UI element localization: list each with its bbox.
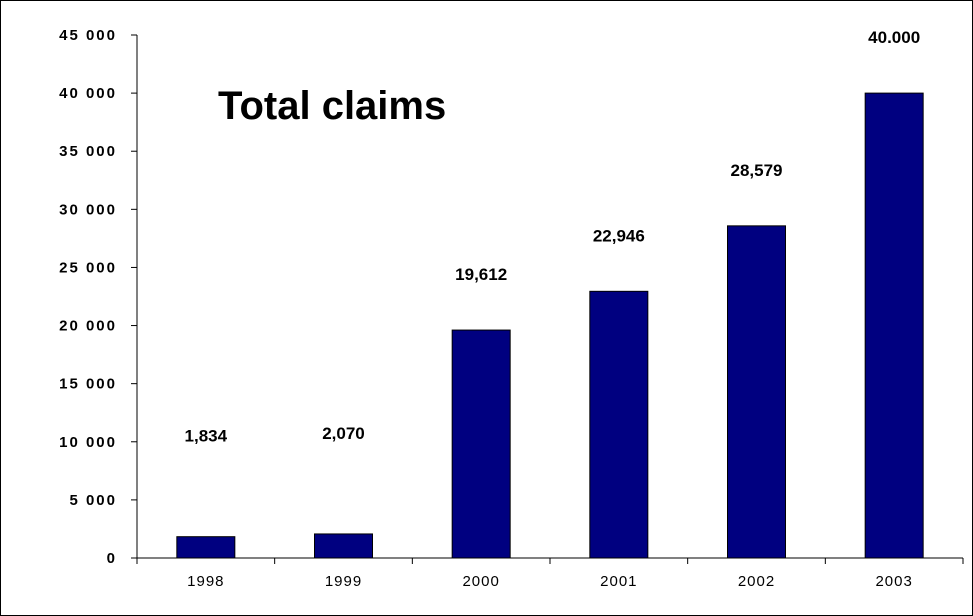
- x-tick-label: 2002: [738, 573, 775, 590]
- bar: [176, 536, 236, 559]
- x-tick-label: 1998: [187, 573, 224, 590]
- chart-title: Total claims: [218, 84, 446, 128]
- x-tick-label: 2003: [875, 573, 912, 590]
- y-tick-label: 5 000: [69, 492, 117, 509]
- data-label: 28,579: [731, 161, 783, 180]
- y-tick-label: 10 000: [59, 434, 117, 451]
- y-tick-label: 40 000: [59, 85, 117, 102]
- y-axis-ticks: 0 5 000 10 000 15 000 20 000 25 000 30 000 35 0…: [59, 27, 137, 567]
- y-tick-label: 35 000: [59, 143, 117, 160]
- x-tick-label: 2001: [600, 573, 637, 590]
- bar: [589, 290, 649, 559]
- data-label: 40.000: [868, 28, 920, 47]
- bar: [314, 533, 373, 559]
- y-tick-label: 0: [107, 550, 117, 567]
- y-tick-label: 30 000: [59, 201, 117, 218]
- bar: [451, 329, 511, 559]
- data-label: 19,612: [455, 265, 507, 284]
- data-label: 1,834: [185, 427, 228, 446]
- data-label: 22,946: [593, 226, 645, 245]
- data-labels: 1,834 2,070 19,612 22,946 28,579 40.000: [185, 28, 921, 446]
- bar: [864, 92, 924, 559]
- y-tick-label: 45 000: [59, 27, 117, 44]
- x-axis-ticks: 1998 1999 2000 2001 2002 2003: [136, 558, 964, 590]
- bar: [727, 225, 786, 559]
- y-tick-label: 25 000: [59, 259, 117, 276]
- data-label: 2,070: [322, 424, 365, 443]
- x-tick-label: 1999: [325, 573, 362, 590]
- y-tick-label: 20 000: [59, 318, 117, 335]
- y-tick-label: 15 000: [59, 376, 117, 393]
- x-tick-label: 2000: [462, 573, 499, 590]
- bars: [176, 92, 924, 559]
